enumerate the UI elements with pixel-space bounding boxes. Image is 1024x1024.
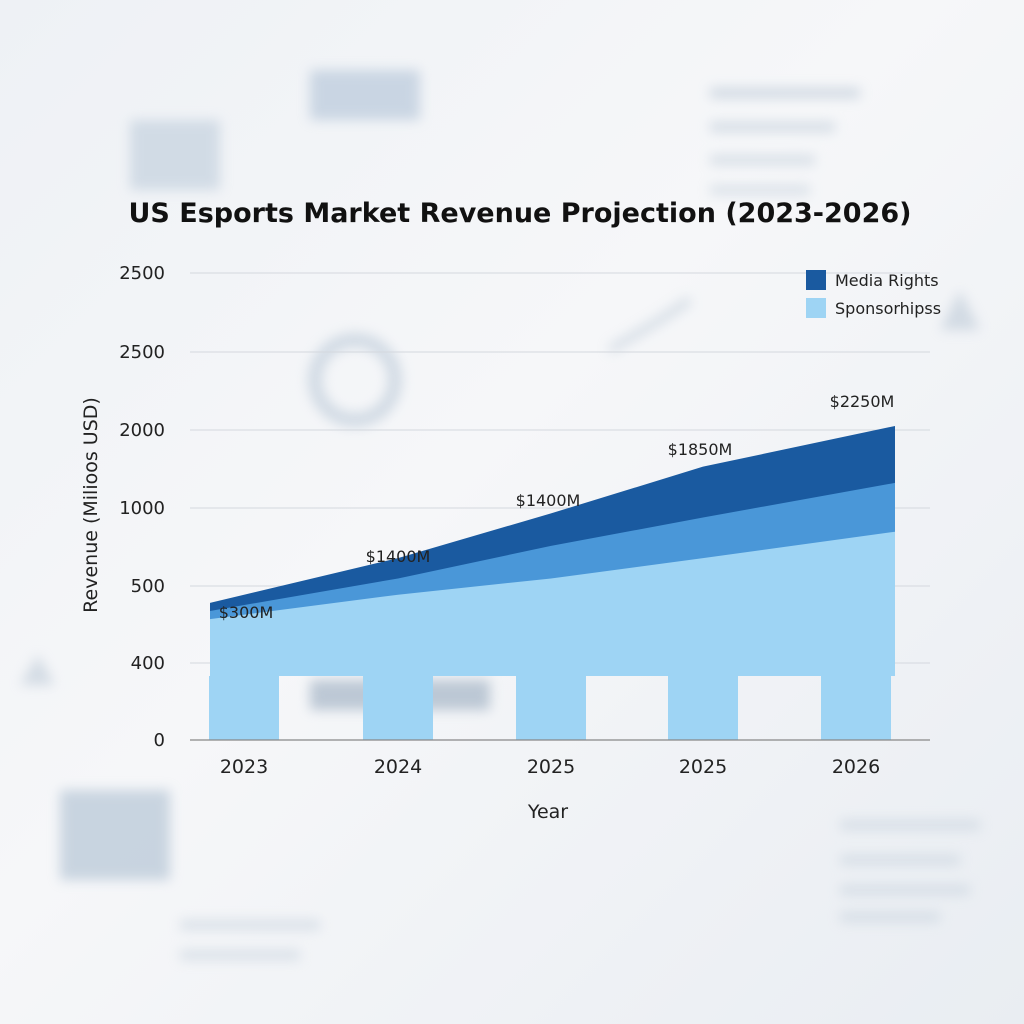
legend-label-media-rights: Media Rights (835, 271, 939, 290)
data-label: $2250M (830, 392, 895, 411)
area-series-2 (210, 531, 895, 676)
chart-title: US Esports Market Revenue Projection (20… (128, 198, 911, 229)
base-bars (209, 676, 891, 740)
y-axis-label: Revenue (Milioos USD) (80, 397, 102, 613)
base-bar (516, 676, 586, 740)
y-tick-label: 2500 (119, 263, 165, 284)
legend: Media Rights Sponsorhipss (806, 270, 941, 318)
x-tick-label: 2025 (527, 756, 575, 778)
data-label: $1400M (366, 547, 431, 566)
base-bar (209, 676, 279, 740)
y-tick-label: 1000 (119, 498, 165, 519)
y-tick-label: 500 (131, 576, 165, 597)
y-tick-label: 2500 (119, 342, 165, 363)
legend-swatch-sponsorships (806, 298, 826, 318)
x-tick-label: 2023 (220, 756, 268, 778)
area-series (210, 426, 895, 676)
base-bar (363, 676, 433, 740)
legend-label-sponsorships: Sponsorhipss (835, 299, 941, 318)
data-label: $300M (219, 603, 274, 622)
y-tick-labels: 0 400 500 1000 2000 2500 2500 (119, 263, 165, 751)
y-tick-label: 2000 (119, 420, 165, 441)
base-bar (668, 676, 738, 740)
x-tick-label: 2024 (374, 756, 422, 778)
x-tick-labels: 2023 2024 2025 2025 2026 (220, 756, 880, 778)
y-tick-label: 400 (131, 653, 165, 674)
y-tick-label: 0 (154, 730, 165, 751)
x-tick-label: 2025 (679, 756, 727, 778)
data-label: $1850M (668, 440, 733, 459)
value-annotations: $300M $1400M $1400M $1850M $2250M (219, 392, 895, 622)
x-axis-label: Year (527, 801, 568, 823)
base-bar (821, 676, 891, 740)
data-label: $1400M (516, 491, 581, 510)
legend-swatch-media-rights (806, 270, 826, 290)
x-tick-label: 2026 (832, 756, 880, 778)
